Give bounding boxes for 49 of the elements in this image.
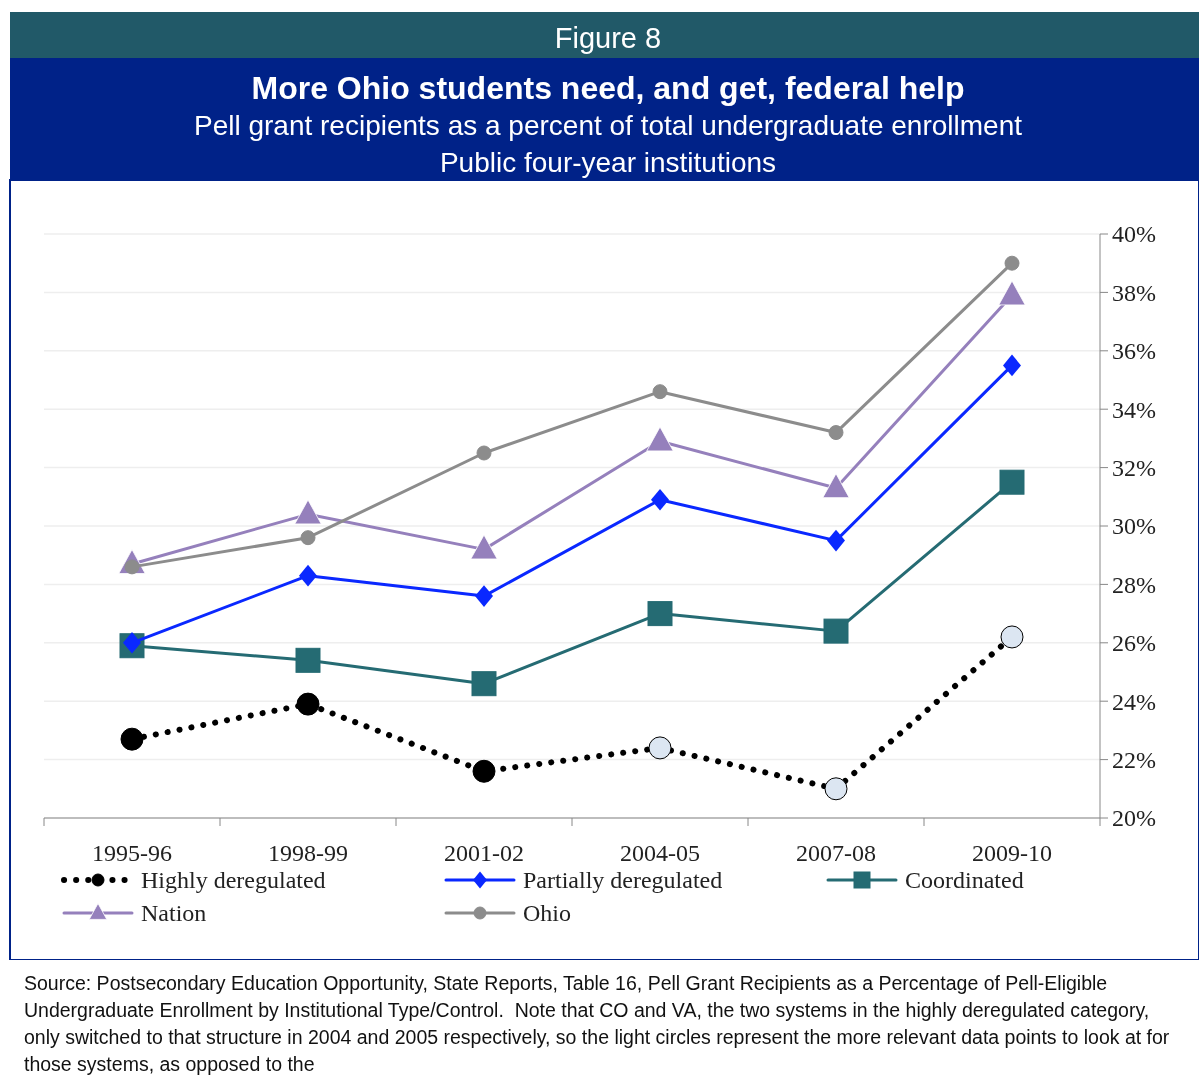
y-tick-label: 28%	[1112, 571, 1156, 598]
y-tick-label: 22%	[1112, 747, 1156, 773]
point	[472, 759, 496, 783]
point	[827, 529, 845, 552]
point	[652, 384, 668, 400]
point	[999, 469, 1025, 495]
x-tick-label: 2004-05	[620, 840, 700, 866]
point	[299, 564, 317, 587]
point	[120, 727, 144, 751]
point	[648, 736, 672, 760]
x-tick-label: 1998-99	[268, 840, 348, 866]
point	[471, 671, 497, 697]
y-tick-label: 30%	[1112, 513, 1156, 540]
point	[822, 473, 850, 499]
y-tick-label: 20%	[1112, 805, 1156, 832]
point	[475, 585, 493, 607]
x-tick-label: 2007-08	[796, 840, 876, 866]
y-tick-label: 26%	[1112, 630, 1156, 657]
y-tick-label: 34%	[1112, 396, 1156, 423]
legend-label: Coordinated	[905, 867, 1024, 894]
point	[476, 445, 492, 461]
point	[123, 632, 141, 654]
chart-title: More Ohio students need, and get, federal help	[251, 70, 965, 106]
legend-label: Ohio	[523, 900, 571, 927]
point	[300, 530, 316, 546]
legend-label: Partially deregulated	[523, 867, 723, 894]
legend-label: Nation	[141, 900, 207, 927]
point	[823, 618, 849, 644]
x-tick-label: 2001-02	[444, 840, 524, 866]
y-tick-label: 38%	[1112, 279, 1156, 306]
point	[647, 601, 673, 627]
legend-label: Highly deregulated	[141, 867, 326, 894]
y-tick-label: 36%	[1112, 338, 1156, 365]
point	[824, 777, 848, 801]
point	[1004, 255, 1020, 271]
y-tick-label: 40%	[1112, 221, 1156, 248]
point	[295, 647, 321, 673]
caption: Figure 8	[554, 22, 662, 54]
point	[1000, 625, 1024, 649]
y-tick-label: 32%	[1112, 455, 1156, 481]
chart-subtitle: Pell grant recipients as a percent of total undergraduate enrollment Public four-year institutions	[193, 110, 1023, 178]
x-tick-label: 2009-10	[972, 840, 1052, 866]
point	[651, 488, 669, 511]
point	[296, 692, 320, 716]
source-note: Source: Postsecondary Education Opportunity, State Reports, Table 16, Pell Grant Recipients as a Percentage of Pell-Eligible Undergraduate Enrollment by Institutional Type/Control. Note that CO and VA, the two systems in the highly deregulated category, only switched to that structure in 2004 and 2005 respectively, so the light circles represent the more relevant data points to look at for those systems, as opposed to the	[23, 971, 1171, 1077]
x-tick-label: 1995-96	[92, 840, 172, 866]
point	[1003, 354, 1021, 377]
y-tick-label: 24%	[1112, 688, 1156, 715]
point	[828, 425, 844, 441]
